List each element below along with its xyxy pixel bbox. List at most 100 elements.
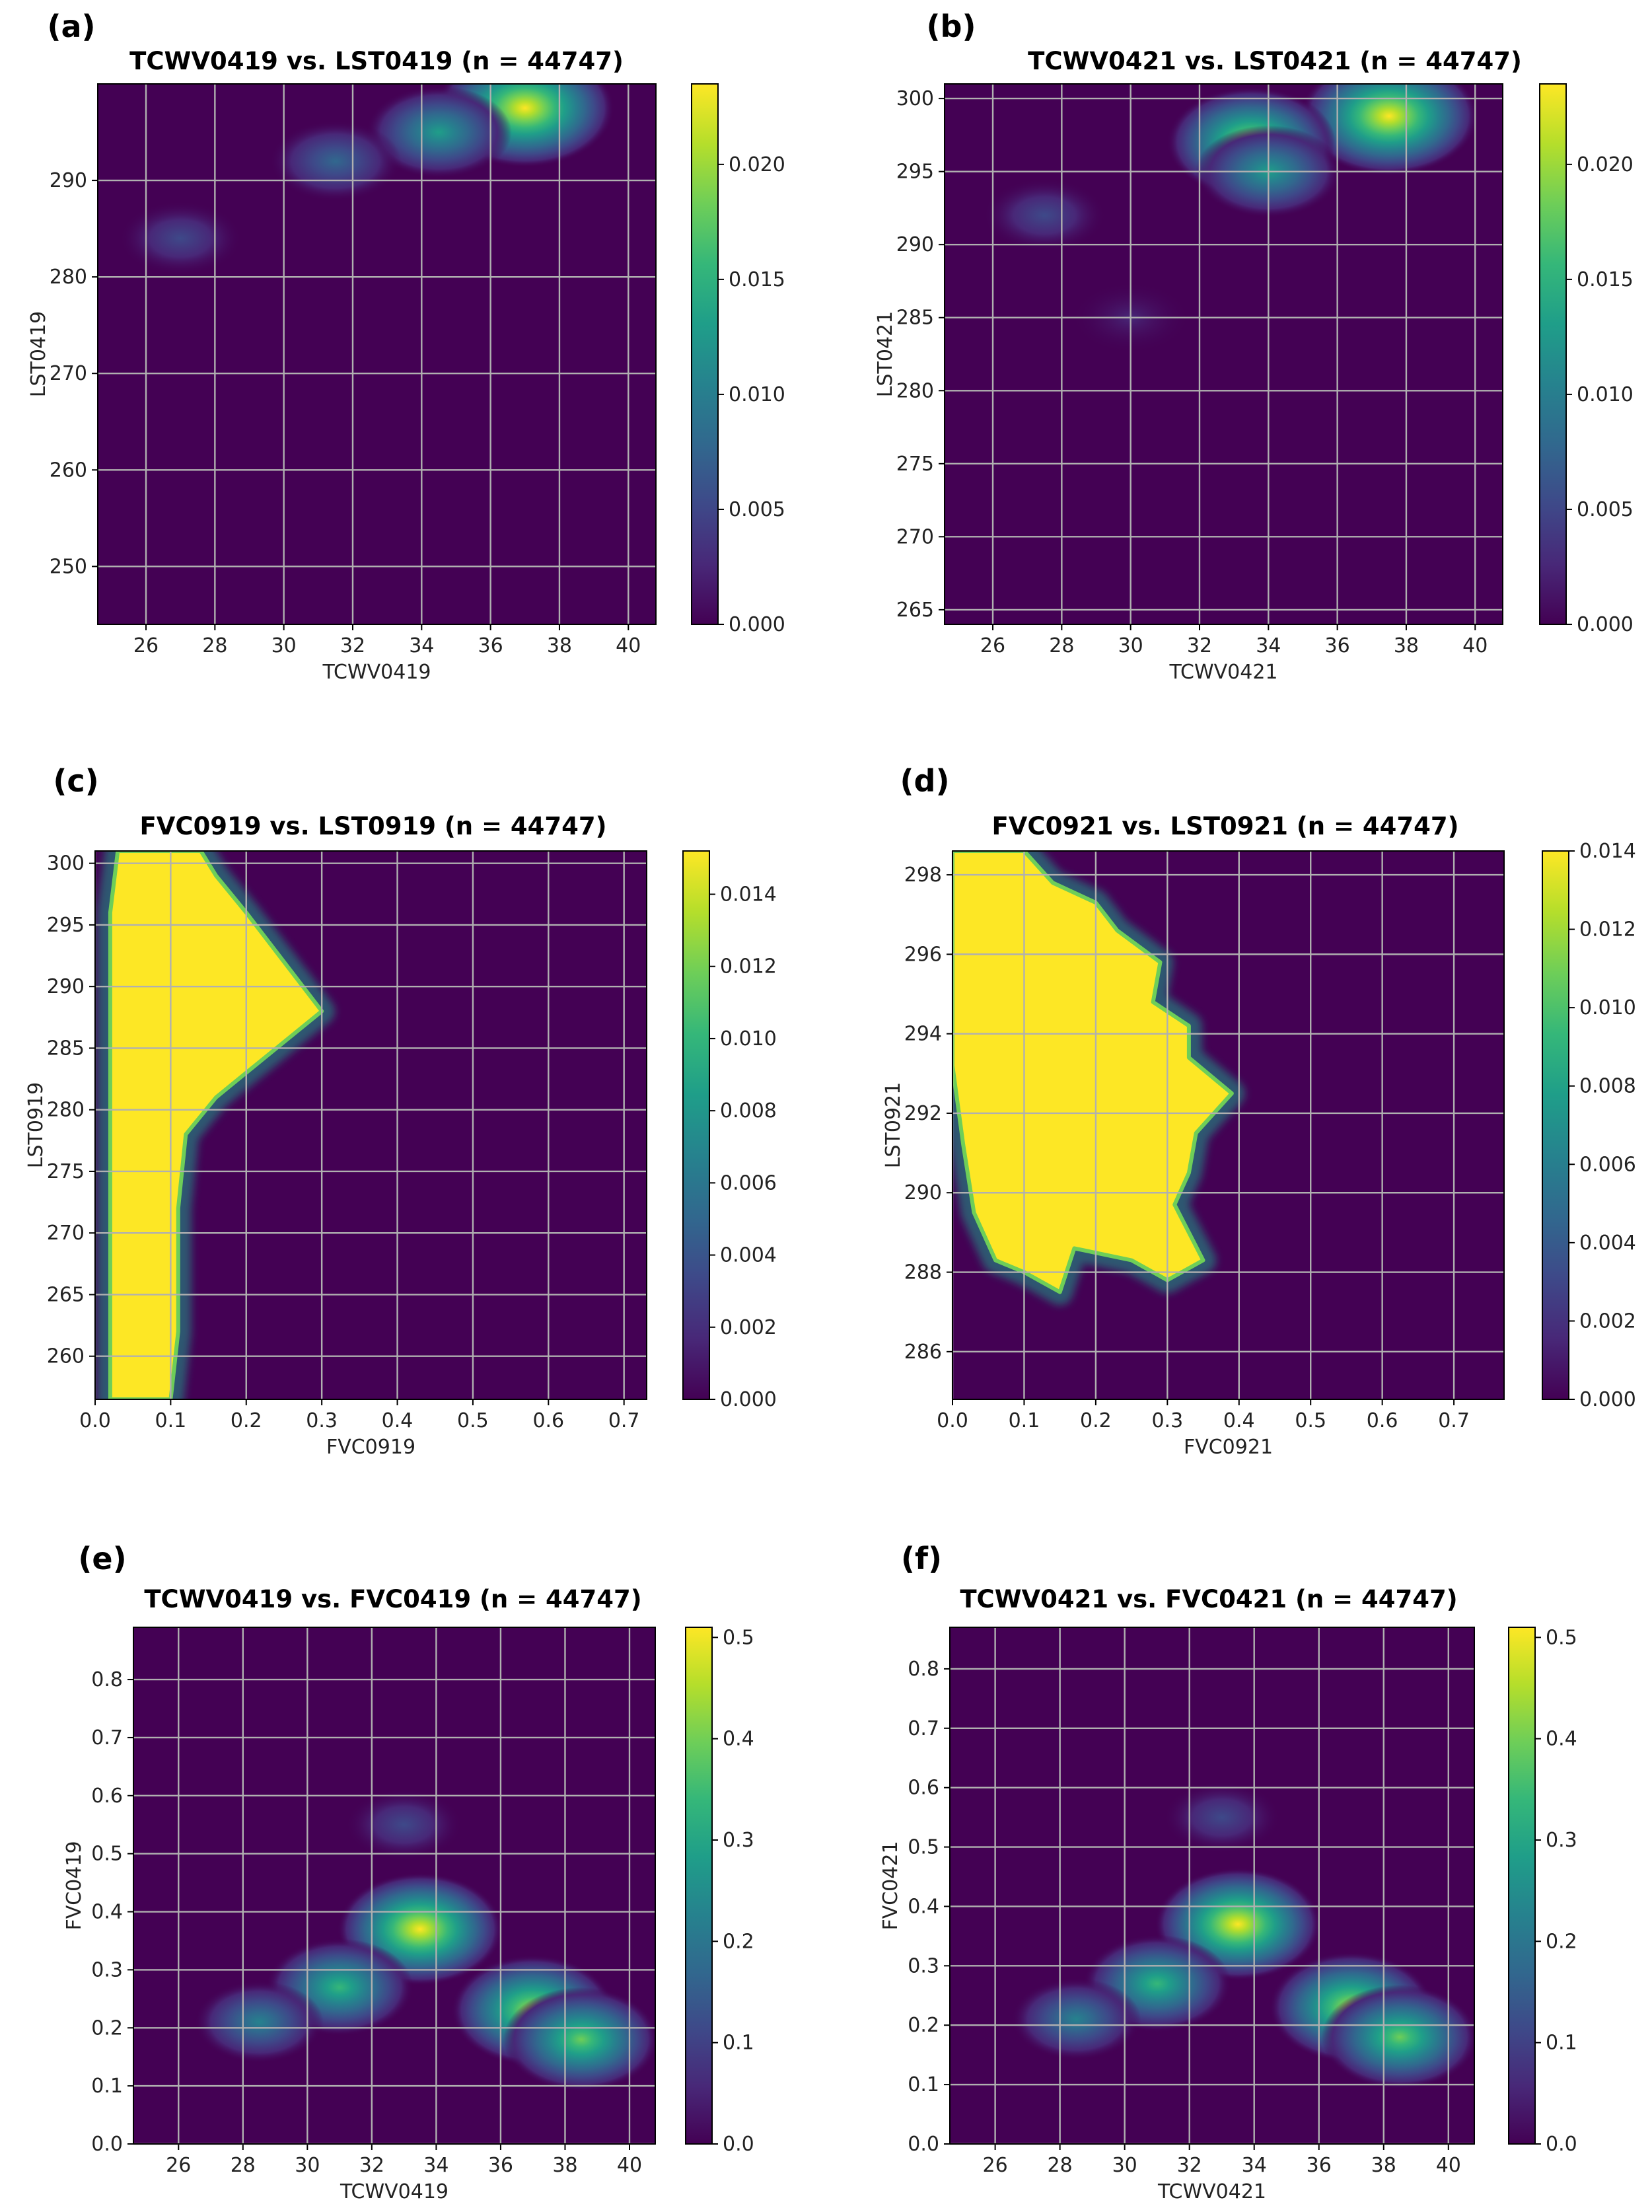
colorbar-tick-label: 0.000 xyxy=(1577,613,1634,636)
y-axis-label: LST0419 xyxy=(27,311,50,397)
heatmap-layer xyxy=(952,851,1245,1306)
density-peak xyxy=(983,178,1106,253)
panel-label: (d) xyxy=(900,763,950,799)
y-tick-label: 275 xyxy=(896,453,934,476)
colorbar-tick-label: 0.012 xyxy=(720,955,777,978)
x-tick-label: 28 xyxy=(1048,2154,1073,2177)
x-tick-label: 38 xyxy=(547,634,572,657)
y-axis-label: FVC0421 xyxy=(879,1841,902,1930)
colorbar xyxy=(682,850,710,1400)
x-axis-label: TCWV0421 xyxy=(1157,2180,1266,2203)
y-tick-label: 0.2 xyxy=(908,2014,939,2037)
y-tick-label: 270 xyxy=(50,362,87,385)
y-tick-label: 0.3 xyxy=(908,1954,939,1977)
panel-label: (e) xyxy=(78,1541,126,1576)
y-tick-label: 0.0 xyxy=(908,2133,939,2156)
colorbar-tick-label: 0.005 xyxy=(1577,498,1634,521)
x-tick-label: 0.0 xyxy=(79,1409,111,1432)
colorbar-tick-label: 0.010 xyxy=(729,383,785,406)
heatmap-layer xyxy=(983,84,1479,354)
y-tick-label: 280 xyxy=(47,1099,85,1122)
y-tick-label: 285 xyxy=(896,307,934,330)
colorbar-tick-label: 0.000 xyxy=(720,1388,777,1411)
x-axis-label: TCWV0419 xyxy=(322,661,431,684)
y-tick-label: 285 xyxy=(47,1037,85,1060)
colorbar xyxy=(1508,1627,1536,2145)
x-tick-label: 0.6 xyxy=(532,1409,564,1432)
y-tick-label: 270 xyxy=(47,1222,85,1245)
x-tick-label: 0.7 xyxy=(1438,1409,1470,1432)
x-tick-label: 36 xyxy=(1325,634,1350,657)
x-tick-label: 34 xyxy=(423,2154,449,2177)
colorbar-tick-label: 0.5 xyxy=(1546,1626,1577,1649)
colorbar-tick-label: 0.005 xyxy=(729,498,785,521)
y-tick-label: 0.5 xyxy=(908,1836,939,1859)
x-tick-label: 38 xyxy=(1394,634,1419,657)
x-axis-label: TCWV0419 xyxy=(340,2180,449,2203)
y-tick-label: 0.3 xyxy=(91,1958,123,1981)
x-tick-label: 36 xyxy=(488,2154,513,2177)
x-tick-label: 0.4 xyxy=(382,1409,413,1432)
y-tick-label: 0.6 xyxy=(91,1785,123,1808)
colorbar-tick-label: 0.002 xyxy=(720,1316,777,1339)
density-peak xyxy=(1299,84,1479,176)
y-tick-label: 260 xyxy=(47,1345,85,1368)
colorbar-tick-label: 0.004 xyxy=(1579,1232,1636,1255)
colorbar-tick-label: 0.015 xyxy=(729,268,785,291)
heatmap-layer xyxy=(194,1788,655,2092)
x-tick-label: 0.3 xyxy=(1151,1409,1183,1432)
colorbar-tick-label: 0.2 xyxy=(723,1930,754,1953)
plot-frame xyxy=(952,850,1505,1400)
y-tick-label: 0.1 xyxy=(908,2073,939,2096)
colorbar xyxy=(1542,850,1569,1400)
x-tick-label: 38 xyxy=(1371,2154,1396,2177)
y-tick-label: 286 xyxy=(904,1341,942,1364)
x-tick-label: 0.4 xyxy=(1223,1409,1255,1432)
x-tick-label: 0.5 xyxy=(457,1409,489,1432)
y-tick-label: 265 xyxy=(47,1283,85,1306)
y-tick-label: 0.0 xyxy=(91,2133,123,2156)
saturated-region xyxy=(952,851,1234,1294)
y-tick-label: 0.7 xyxy=(91,1726,123,1750)
density-peak xyxy=(1011,1977,1141,2061)
colorbar xyxy=(1539,83,1567,625)
x-tick-label: 34 xyxy=(1242,2154,1267,2177)
colorbar-tick-label: 0.020 xyxy=(729,153,785,176)
chart-title: FVC0919 vs. LST0919 (n = 44747) xyxy=(140,812,607,840)
density-peak xyxy=(365,86,512,179)
colorbar-tick-label: 0.010 xyxy=(1577,383,1634,406)
chart-title: TCWV0419 vs. LST0419 (n = 44747) xyxy=(129,47,624,75)
colorbar-tick-label: 0.014 xyxy=(1579,840,1636,863)
density-peak xyxy=(503,1987,655,2092)
colorbar-tick-label: 0.015 xyxy=(1577,268,1634,291)
chart-title: TCWV0421 vs. FVC0421 (n = 44747) xyxy=(960,1585,1457,1613)
y-tick-label: 295 xyxy=(896,161,934,184)
y-tick-label: 290 xyxy=(47,975,85,998)
colorbar-tick-label: 0.0 xyxy=(1546,2133,1577,2156)
x-axis-label: TCWV0421 xyxy=(1168,661,1277,684)
y-tick-label: 290 xyxy=(50,169,87,192)
panel-label: (b) xyxy=(927,9,976,44)
x-tick-label: 0.2 xyxy=(1080,1409,1112,1432)
x-tick-label: 26 xyxy=(166,2154,191,2177)
y-tick-label: 0.2 xyxy=(91,2016,123,2040)
x-tick-label: 34 xyxy=(409,634,434,657)
colorbar-tick-label: 0.1 xyxy=(723,2032,754,2055)
x-tick-label: 30 xyxy=(295,2154,320,2177)
y-tick-label: 280 xyxy=(896,379,934,402)
colorbar-tick-label: 0.020 xyxy=(1577,153,1634,176)
panel-label: (f) xyxy=(901,1541,942,1576)
colorbar-tick-label: 0.000 xyxy=(1579,1388,1636,1411)
x-tick-label: 30 xyxy=(271,634,297,657)
colorbar xyxy=(691,83,719,625)
colorbar-tick-label: 0.4 xyxy=(723,1728,754,1751)
x-tick-label: 32 xyxy=(1187,634,1212,657)
x-tick-label: 26 xyxy=(983,2154,1008,2177)
x-tick-label: 28 xyxy=(231,2154,256,2177)
colorbar-tick-label: 0.5 xyxy=(723,1626,754,1649)
y-tick-label: 298 xyxy=(904,864,942,887)
colorbar-tick-label: 0.3 xyxy=(723,1829,754,1852)
density-peak xyxy=(119,201,242,276)
y-tick-label: 260 xyxy=(50,459,87,482)
